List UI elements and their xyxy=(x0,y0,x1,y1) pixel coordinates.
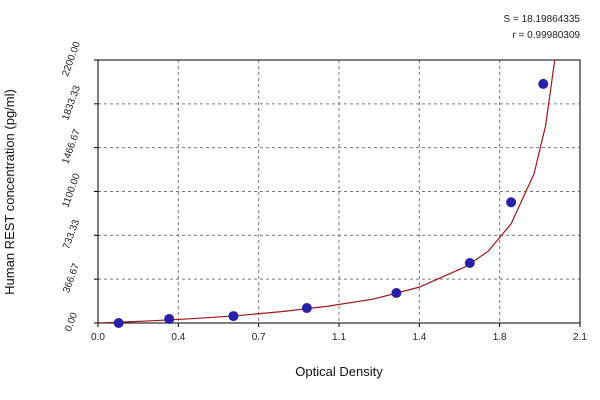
data-point xyxy=(391,287,402,298)
y-tick-label: 1100.00 xyxy=(60,172,83,209)
data-point xyxy=(538,78,549,89)
y-tick-label: 0.00 xyxy=(63,311,80,333)
data-point xyxy=(113,318,124,328)
x-tick-label: 0.0 xyxy=(91,332,105,343)
x-tick-label: 0.4 xyxy=(171,332,185,343)
x-tick-label: 0.7 xyxy=(252,332,266,343)
data-point xyxy=(228,311,239,322)
plot-frame xyxy=(97,59,581,324)
x-tick-label: 1.1 xyxy=(332,332,346,343)
y-tick-label: 733.33 xyxy=(61,218,82,251)
annotation: S = 18.19864335 xyxy=(504,14,581,25)
data-point xyxy=(506,197,517,208)
y-tick-label: 366.67 xyxy=(61,262,82,295)
annotation: r = 0.99980309 xyxy=(512,30,580,41)
data-point xyxy=(164,314,175,325)
data-point xyxy=(464,257,475,268)
x-tick-label: 1.4 xyxy=(412,332,426,343)
x-axis-title: Optical Density xyxy=(295,364,383,379)
data-point xyxy=(301,303,312,314)
x-tick-label: 1.8 xyxy=(493,332,507,343)
x-tick-label: 2.1 xyxy=(573,332,587,343)
y-tick-label: 1833.33 xyxy=(60,84,83,122)
y-tick-label: 2200.00 xyxy=(60,40,83,78)
y-axis-title: Human REST concentration (pg/ml) xyxy=(2,89,17,295)
y-tick-label: 1466.67 xyxy=(60,128,83,166)
